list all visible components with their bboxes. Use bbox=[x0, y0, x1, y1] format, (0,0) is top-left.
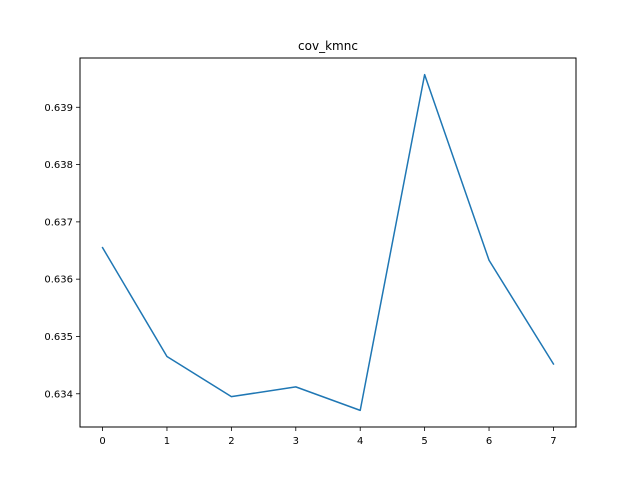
x-tick-label: 4 bbox=[357, 436, 363, 447]
x-tick-label: 7 bbox=[550, 436, 556, 447]
x-tick-label: 1 bbox=[164, 436, 170, 447]
y-tick-label: 0.638 bbox=[44, 160, 73, 171]
x-axis: 0 1 2 3 4 5 6 7 bbox=[99, 427, 557, 447]
x-tick-label: 0 bbox=[99, 436, 105, 447]
series-line-0 bbox=[101, 73, 555, 412]
chart-title: cov_kmnc bbox=[298, 39, 358, 53]
y-tick-label: 0.639 bbox=[44, 103, 73, 114]
x-tick-label: 3 bbox=[293, 436, 299, 447]
series-layer bbox=[101, 73, 555, 412]
plot-frame bbox=[79, 57, 577, 428]
y-tick-label: 0.635 bbox=[44, 332, 73, 343]
x-tick-label: 2 bbox=[228, 436, 234, 447]
x-tick-label: 6 bbox=[486, 436, 492, 447]
y-tick-label: 0.634 bbox=[44, 389, 73, 400]
x-tick-label: 5 bbox=[421, 436, 427, 447]
y-tick-label: 0.636 bbox=[44, 275, 73, 286]
y-tick-label: 0.637 bbox=[44, 217, 73, 228]
y-axis: 0.634 0.635 0.636 0.637 0.638 0.639 bbox=[44, 103, 80, 400]
